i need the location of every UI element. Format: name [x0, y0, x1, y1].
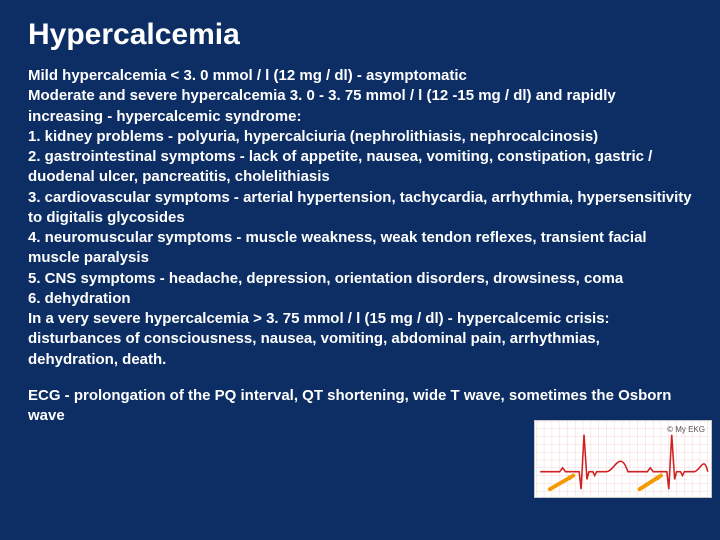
slide-body: Mild hypercalcemia < 3. 0 mmol / l (12 m…: [28, 66, 692, 370]
ecg-credit: © My EKG: [667, 425, 705, 434]
slide-title: Hypercalcemia: [28, 18, 692, 52]
ecg-image: © My EKG: [534, 420, 712, 498]
slide: Hypercalcemia Mild hypercalcemia < 3. 0 …: [0, 0, 720, 540]
